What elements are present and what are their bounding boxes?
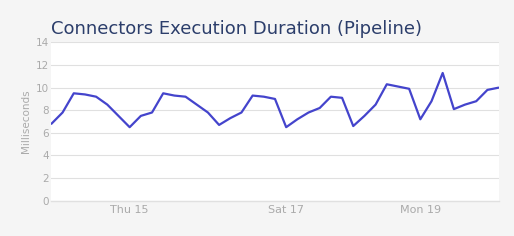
- Text: Connectors Execution Duration (Pipeline): Connectors Execution Duration (Pipeline): [51, 20, 423, 38]
- Y-axis label: Milliseconds: Milliseconds: [21, 90, 31, 153]
